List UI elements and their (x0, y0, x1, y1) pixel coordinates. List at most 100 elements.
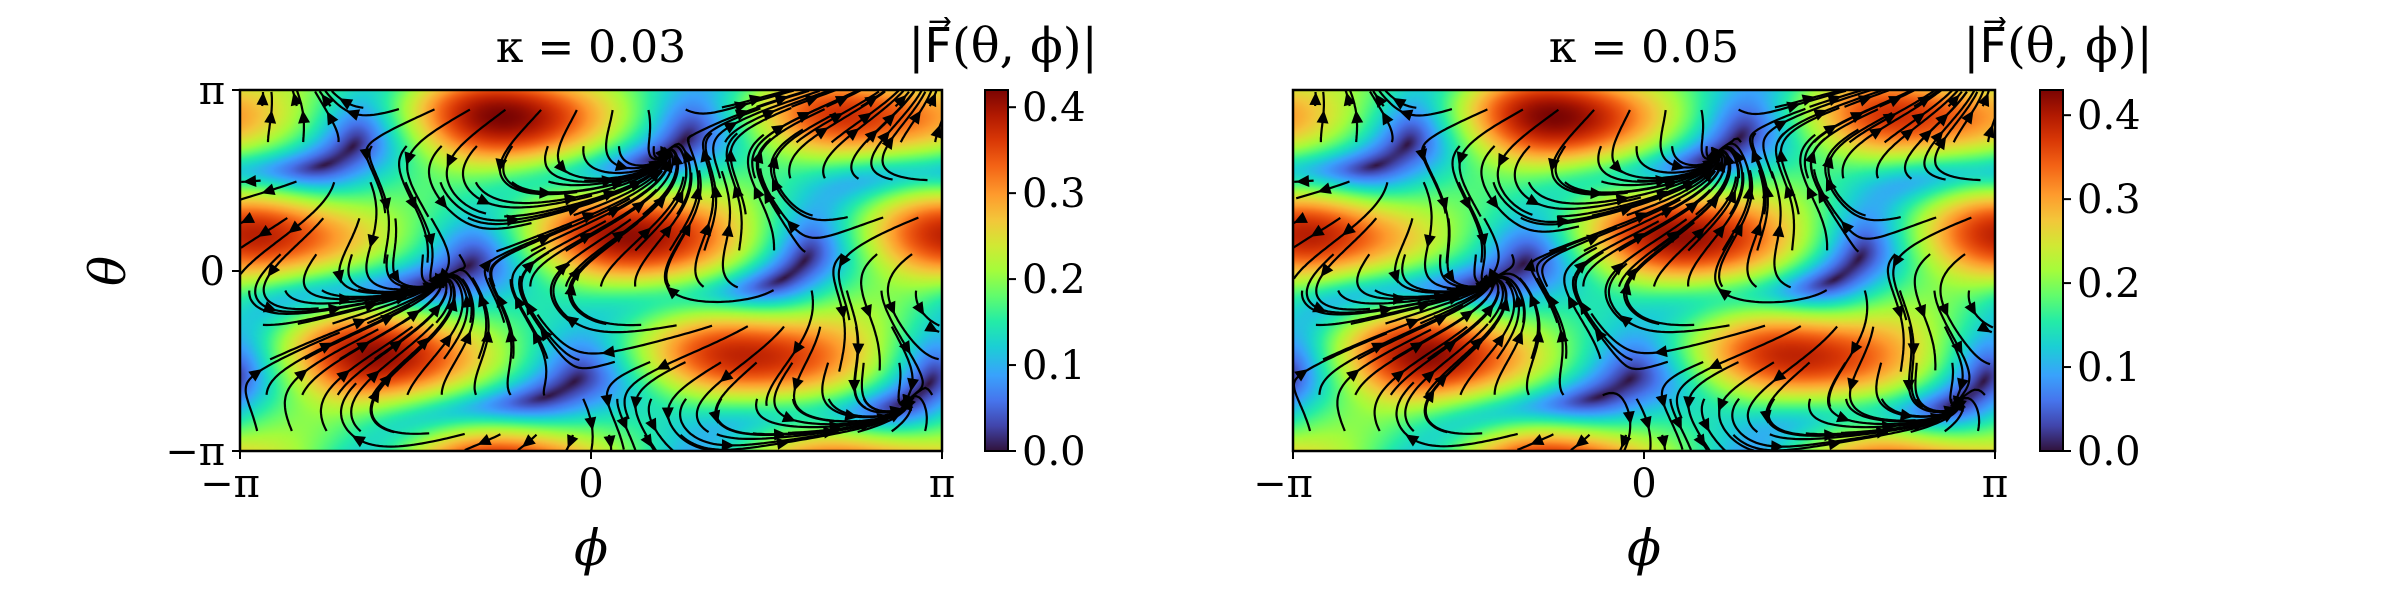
stream-arrow (908, 110, 921, 125)
stream-arrow (907, 377, 919, 392)
stream-arrow (405, 196, 417, 211)
colorbar-tick-label: 0.1 (1022, 343, 1086, 389)
stream-arrow (882, 113, 896, 127)
stream-arrow (1655, 394, 1668, 409)
stream-arrow (1750, 222, 1763, 237)
x-axis-label: ϕ (574, 519, 608, 577)
stream-arrow (1946, 94, 1960, 109)
stream-arrow (1772, 223, 1785, 238)
stream-arrow (1771, 440, 1785, 451)
stream-arrow (1917, 95, 1932, 108)
colorbar-tick-label: 0.0 (2077, 429, 2141, 475)
stream-arrow (1530, 433, 1545, 445)
stream-arrow (367, 233, 380, 249)
stream-arrow (1409, 341, 1425, 354)
stream-arrow (1405, 318, 1420, 330)
stream-arrow (428, 303, 442, 318)
stream-arrow (1320, 263, 1334, 277)
stream-arrow (439, 333, 452, 348)
stream-arrow (1456, 151, 1469, 166)
stream-arrow (1892, 305, 1904, 320)
y-axis: π 0 −π θ (79, 68, 240, 475)
stream-arrow (1706, 195, 1720, 209)
stream-arrow (1868, 127, 1884, 140)
stream-arrow (368, 389, 380, 404)
stream-arrow (774, 94, 789, 107)
stream-arrow (332, 269, 345, 284)
stream-arrow (1388, 269, 1400, 284)
stream-arrow (671, 152, 684, 166)
x-tick-label: −π (1253, 461, 1313, 507)
stream-arrow (723, 121, 738, 134)
stream-arrow (1836, 410, 1851, 423)
stream-arrow (1433, 314, 1449, 327)
stream-arrow (564, 282, 577, 296)
stream-arrow (786, 219, 800, 234)
stream-arrow (1484, 276, 1499, 290)
stream-arrow (514, 295, 527, 310)
stream-arrow (690, 186, 703, 200)
stream-arrow (1486, 194, 1499, 209)
stream-arrow (1625, 267, 1639, 281)
stream-arrow (640, 433, 653, 448)
stream-arrow (683, 149, 695, 164)
stream-arrow (601, 345, 615, 358)
colorbar-gradient (2039, 89, 2064, 452)
stream-arrow (1548, 157, 1560, 172)
stream-arrow (380, 314, 395, 326)
stream-arrow (1594, 327, 1608, 343)
stream-arrow (1671, 159, 1686, 171)
stream-arrow (256, 92, 269, 106)
stream-arrow (661, 407, 674, 421)
stream-arrow (631, 200, 646, 214)
stream-arrow (893, 94, 907, 109)
stream-arrow (1351, 110, 1364, 124)
stream-arrow (240, 212, 256, 224)
stream-arrow (1586, 234, 1601, 246)
stream-arrow (1724, 189, 1736, 204)
stream-arrow (792, 377, 804, 392)
stream-arrow (496, 293, 508, 308)
stream-arrow (1498, 152, 1510, 168)
stream-arrow (1712, 224, 1726, 239)
stream-arrow (721, 223, 734, 238)
stream-arrow (445, 297, 458, 312)
stream-arrow (857, 112, 873, 125)
stream-arrow (1888, 96, 1903, 108)
stream-arrow (1827, 94, 1842, 107)
stream-arrow (1415, 148, 1428, 163)
stream-arrow (359, 147, 372, 162)
stream-arrow (1481, 303, 1494, 318)
stream-arrow (1609, 159, 1623, 174)
colorbar-tick-label: 0.4 (2077, 93, 2141, 139)
colorbar: |F⃗(θ, ϕ)| 0.0 0.1 0.2 0.3 0.4 (1963, 16, 2153, 475)
stream-arrow (637, 227, 652, 241)
stream-arrow (1723, 152, 1736, 167)
stream-arrow (753, 185, 765, 200)
stream-arrow (1713, 158, 1726, 173)
stream-arrow (603, 435, 616, 449)
stream-arrow (645, 417, 657, 432)
stream-arrow (495, 158, 508, 172)
stream-arrow (1899, 408, 1914, 421)
colorbar-tick-label: 0.0 (1022, 429, 1086, 475)
stream-arrow (290, 92, 303, 107)
stream-arrow (1424, 234, 1436, 249)
stream-arrow (860, 303, 872, 319)
stream-arrow (679, 222, 691, 237)
stream-arrow (336, 369, 351, 383)
stream-arrow (835, 305, 848, 320)
stream-arrow (600, 393, 613, 408)
x-axis-label: ϕ (1627, 519, 1661, 577)
x-tick-label: 0 (578, 461, 603, 507)
stream-arrow (1801, 94, 1816, 107)
stream-arrow (248, 368, 263, 382)
stream-arrow (1850, 341, 1863, 356)
stream-arrow (764, 189, 776, 205)
stream-arrow (539, 327, 553, 342)
stream-arrow (864, 95, 879, 108)
stream-arrow (351, 435, 366, 448)
stream-arrow (539, 186, 553, 199)
stream-arrow (700, 148, 713, 163)
